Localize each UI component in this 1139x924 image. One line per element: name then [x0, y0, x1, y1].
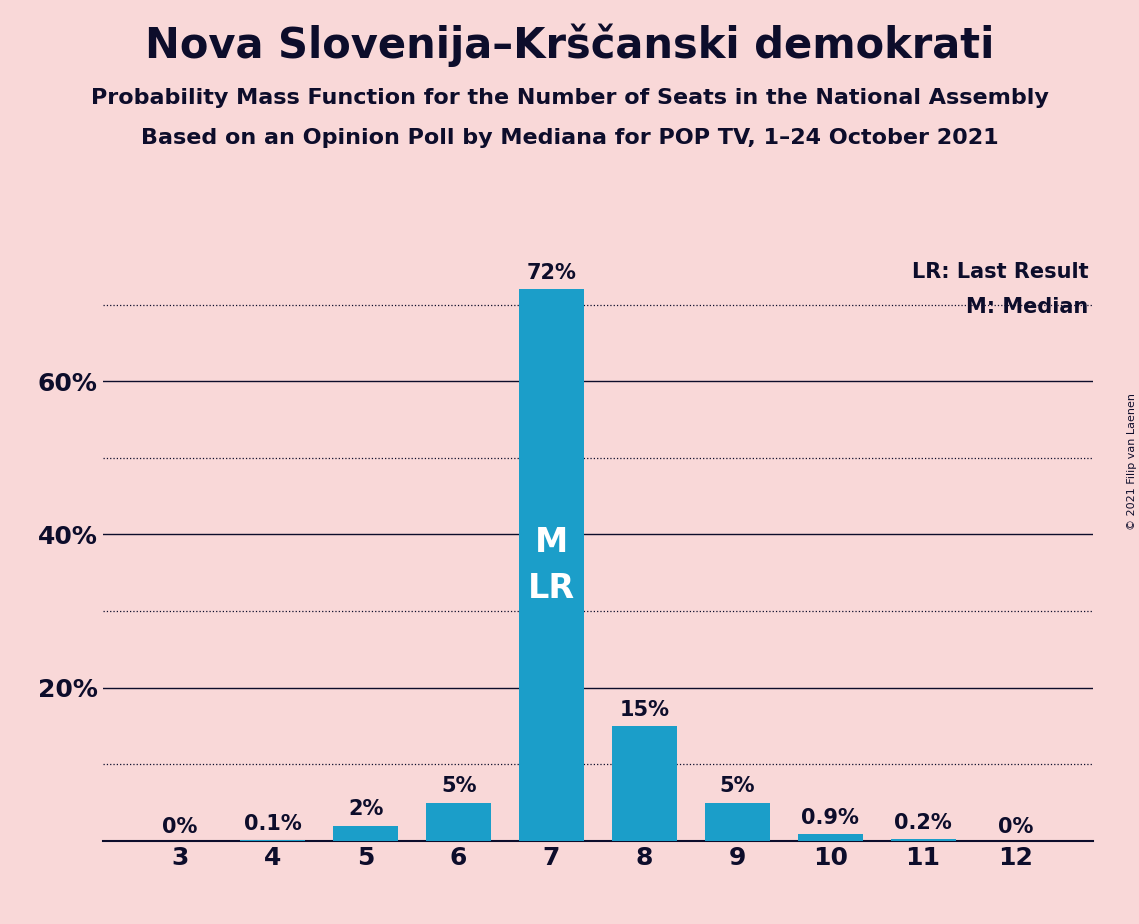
- Text: 0%: 0%: [163, 817, 198, 837]
- Text: Nova Slovenija–Krščanski demokrati: Nova Slovenija–Krščanski demokrati: [145, 23, 994, 67]
- Text: 5%: 5%: [441, 776, 476, 796]
- Text: 0.9%: 0.9%: [801, 808, 859, 828]
- Bar: [334, 825, 399, 841]
- Text: LR: Last Result: LR: Last Result: [912, 261, 1089, 282]
- Text: Probability Mass Function for the Number of Seats in the National Assembly: Probability Mass Function for the Number…: [91, 88, 1048, 108]
- Text: 15%: 15%: [620, 699, 670, 720]
- Bar: [426, 803, 491, 841]
- Text: M: Median: M: Median: [966, 297, 1089, 317]
- Text: 0.1%: 0.1%: [244, 814, 302, 834]
- Bar: [612, 726, 677, 841]
- Text: M
LR: M LR: [528, 526, 575, 604]
- Bar: [705, 803, 770, 841]
- Text: 2%: 2%: [349, 799, 384, 820]
- Text: Based on an Opinion Poll by Mediana for POP TV, 1–24 October 2021: Based on an Opinion Poll by Mediana for …: [141, 128, 998, 148]
- Text: 72%: 72%: [526, 263, 576, 284]
- Text: 0.2%: 0.2%: [894, 813, 952, 833]
- Text: © 2021 Filip van Laenen: © 2021 Filip van Laenen: [1126, 394, 1137, 530]
- Text: 0%: 0%: [998, 817, 1033, 837]
- Text: 5%: 5%: [720, 776, 755, 796]
- Bar: [519, 289, 584, 841]
- Bar: [891, 839, 956, 841]
- Bar: [797, 834, 862, 841]
